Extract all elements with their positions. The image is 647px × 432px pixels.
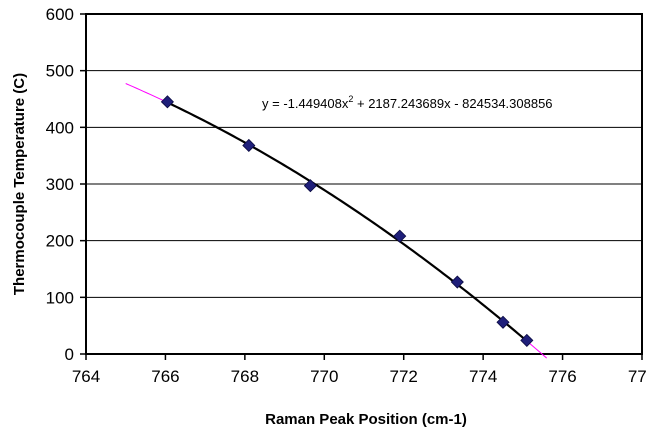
x-tick-label: 772 [390,367,418,386]
y-tick-label: 200 [46,232,74,251]
data-point [520,333,534,347]
x-axis-title: Raman Peak Position (cm-1) [265,411,467,428]
trendline-extension [125,83,548,359]
trendline-fit [166,101,528,342]
y-tick-label: 400 [46,118,74,137]
x-tick-label: 768 [231,367,259,386]
plot-frame [85,13,643,355]
axes [80,13,643,360]
data-point [393,229,407,243]
x-tick-label: 778 [628,367,647,386]
x-tick-label: 764 [72,367,100,386]
data-points [160,95,534,347]
gridlines [86,13,642,298]
data-point [242,138,256,153]
data-point [496,315,510,329]
y-tick-label: 600 [46,5,74,24]
data-point [450,275,464,289]
y-axis-title: Thermocouple Temperature (C) [11,73,28,295]
y-tick-label: 100 [46,288,74,307]
tick-labels: 0 100 200 300 400 500 600 764 766 768 770 772 774 776… [46,5,647,386]
fit-curves [125,83,548,359]
y-tick-label: 0 [65,345,74,364]
y-tick-label: 500 [46,62,74,81]
data-point [160,95,174,109]
data-point [303,179,317,193]
x-tick-label: 766 [151,367,179,386]
x-tick-label: 770 [310,367,338,386]
y-tick-label: 300 [46,175,74,194]
x-tick-label: 774 [469,367,497,386]
equation-annotation: y = -1.449408x2 + 2187.243689x - 824534.… [262,94,553,111]
x-tick-label: 776 [548,367,576,386]
